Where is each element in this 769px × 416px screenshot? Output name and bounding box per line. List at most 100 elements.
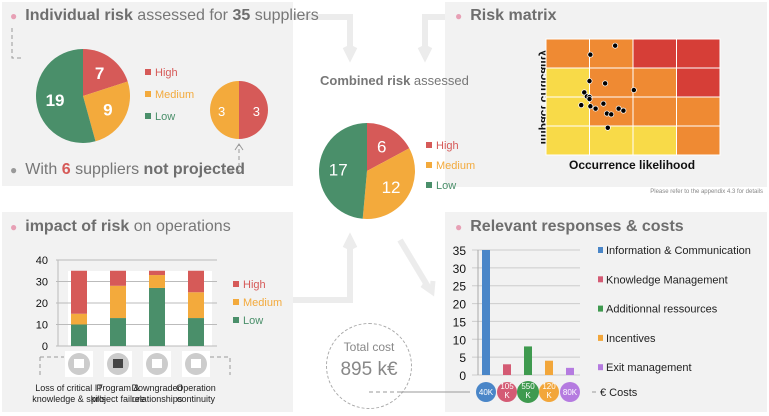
supplier-point [586, 96, 593, 102]
individual-pie-slice-low [35, 49, 96, 143]
y-tick-label: 20 [453, 298, 467, 312]
impact-legend-item: Medium [243, 297, 282, 309]
bar-segment-high [149, 270, 165, 276]
cost-badge-label: 120 [542, 382, 556, 391]
matrix-cell [676, 38, 721, 69]
costs-label: € Costs [600, 387, 638, 399]
bar-segment-medium [110, 285, 126, 319]
combined-pie-label: 17 [329, 161, 348, 180]
y-tick-label: 0 [42, 341, 48, 353]
matrix-cell [632, 67, 677, 98]
supplier-point [581, 89, 588, 96]
cost-badge-label: K [504, 391, 510, 400]
matrix-cell [545, 125, 590, 156]
combined-pie-label: 12 [382, 178, 401, 197]
total-cost-value: 895 k€ [340, 359, 398, 380]
bar-segment-low [71, 324, 87, 346]
category-label: relationships [132, 394, 183, 404]
category-label: Loss of critical IT [35, 383, 103, 393]
impact-legend-item: High [243, 279, 266, 291]
arrow-head-icon [342, 45, 358, 63]
individual-pie-slice-high [83, 49, 128, 96]
supplier-point [615, 105, 622, 112]
flow-arrow [293, 14, 353, 55]
supplier-point [578, 102, 585, 109]
impact-legend-item: Low [243, 315, 263, 327]
cost-badge-label: 80K [563, 388, 578, 397]
connector-line [11, 28, 24, 59]
connector-line [39, 356, 231, 375]
cost-badge [560, 382, 580, 402]
bar-segment-medium [188, 292, 204, 319]
unprojected-pie-label: 3 [253, 104, 260, 119]
supplier-point [587, 51, 594, 58]
bar-segment-high [71, 270, 87, 314]
legend-item: Exit management [606, 362, 692, 374]
category-label: project failure [91, 394, 145, 404]
supplier-point [620, 107, 627, 114]
category-label: Program & [96, 383, 139, 393]
y-tick-label: 15 [453, 315, 467, 329]
matrix-xlabel: Occurrence likelihood [569, 158, 696, 172]
impact-legend-swatch [233, 299, 239, 305]
supplier-point [586, 78, 593, 85]
total-cost-circle [326, 323, 412, 409]
cost-badge [497, 382, 517, 402]
handshake-icon-glyph [152, 359, 162, 368]
individual-legend-item: High [155, 67, 178, 79]
matrix-cell [632, 125, 677, 156]
individual-legend-swatch [145, 69, 151, 75]
cost-badge-label: 105 [500, 382, 514, 391]
supplier-point [602, 80, 609, 87]
combined-pie-slice-low [318, 123, 367, 219]
response-bar [482, 250, 490, 375]
y-tick-label: 30 [36, 277, 48, 289]
response-bar [566, 367, 574, 375]
individual-pie-slice-medium [83, 81, 130, 142]
combined-legend-item: Medium [436, 160, 475, 172]
combined-title: Combined risk assessed [320, 73, 469, 88]
category-label: Operation [176, 383, 216, 393]
combined-pie-label: 6 [377, 137, 386, 156]
supplier-point [608, 111, 615, 118]
connector-line [222, 145, 240, 172]
combined-legend-item: Low [436, 180, 456, 192]
individual-legend-item: Low [155, 111, 175, 123]
arrow-up-icon [234, 143, 244, 151]
bar-segment-high [188, 270, 204, 293]
y-tick-label: 40 [36, 255, 48, 267]
category-label: Downgraded [131, 383, 182, 393]
y-tick-label: 30 [453, 262, 467, 276]
combined-legend-swatch [426, 142, 432, 148]
category-label: knowledge & skills [32, 394, 106, 404]
supplier-point [592, 105, 599, 112]
bar-segment-high [110, 270, 126, 286]
matrix-cell [589, 125, 634, 156]
cost-badge-label: 40K [479, 388, 494, 397]
responses-panel [445, 212, 767, 412]
legend-swatch [598, 305, 603, 312]
legend-swatch [598, 364, 603, 371]
legend-item: Additionnal ressources [606, 304, 718, 316]
bar-segment-low [110, 318, 126, 346]
category-label: continuity [177, 394, 216, 404]
cost-badge [476, 382, 496, 402]
individual-legend-item: Medium [155, 89, 194, 101]
supplier-point [587, 103, 594, 110]
risk-matrix-title: ● Risk matrix [455, 7, 557, 24]
bar-segment-low [149, 287, 165, 346]
response-bar [524, 346, 532, 375]
unprojected-pie-slice-high [239, 81, 268, 139]
y-tick-label: 20 [36, 298, 48, 310]
not-projected-note: ● With 6 suppliers not projected [10, 161, 245, 178]
response-bar [503, 364, 511, 375]
individual-pie-label: 9 [103, 100, 112, 119]
combined-pie-slice-high [367, 123, 410, 171]
impact-legend-swatch [233, 281, 239, 287]
flow-arrow [422, 14, 445, 55]
y-tick-label: 25 [453, 280, 467, 294]
matrix-cell [632, 38, 677, 69]
individual-pie-label: 19 [46, 91, 65, 110]
cost-badge-label: 550 [521, 382, 535, 391]
